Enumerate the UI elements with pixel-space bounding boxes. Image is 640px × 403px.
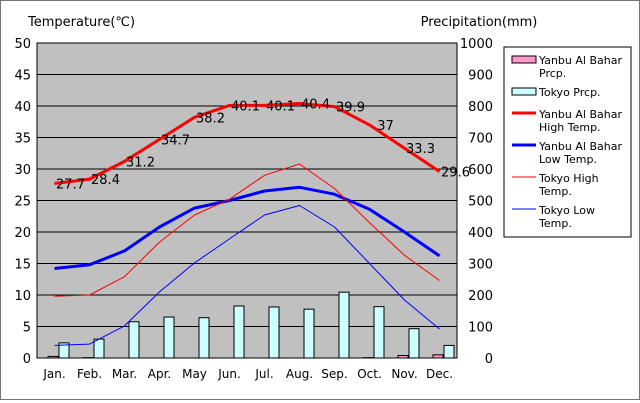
- data-label: 29.6: [441, 166, 470, 181]
- left-tick-label: 15: [14, 258, 31, 273]
- precip-bar: [269, 307, 279, 358]
- x-tick-label: Sep.: [321, 367, 347, 381]
- precip-bar: [374, 307, 384, 358]
- data-label: 37: [377, 119, 394, 134]
- right-tick-label: 800: [468, 100, 493, 115]
- precip-bar: [199, 318, 209, 358]
- left-tick-label: 40: [14, 100, 31, 115]
- precip-bar: [339, 292, 349, 358]
- left-tick-label: 0: [23, 352, 31, 367]
- legend-swatch: [512, 56, 536, 63]
- right-axis-ticks: 0 100 200 300 400 500 600 700 800 900 1000: [460, 37, 493, 367]
- x-tick-label: Nov.: [391, 367, 417, 381]
- precip-bar: [234, 306, 244, 358]
- right-tick-label: 900: [468, 69, 493, 84]
- legend-label: Yanbu Al Bahar: [538, 54, 622, 67]
- legend-label: Tokyo Low: [538, 204, 595, 217]
- data-label: 34.7: [161, 133, 190, 148]
- right-axis-title: Precipitation(mm): [421, 15, 538, 30]
- precip-bar: [444, 345, 454, 358]
- legend-label: Low Temp.: [539, 153, 597, 166]
- precip-bar: [398, 355, 408, 358]
- x-tick-label: May: [182, 367, 207, 381]
- right-tick-label: 0: [485, 352, 493, 367]
- x-tick-label: Oct.: [357, 367, 382, 381]
- data-label: 27.7: [56, 177, 85, 192]
- legend-swatch: [512, 88, 536, 95]
- left-axis-title: Temperature(℃): [27, 15, 135, 30]
- left-tick-label: 30: [14, 163, 31, 178]
- data-label: 38.2: [196, 111, 225, 126]
- left-tick-label: 35: [14, 132, 31, 147]
- data-label: 31.2: [126, 155, 155, 170]
- precip-bar: [94, 339, 104, 358]
- data-label: 28.4: [91, 173, 120, 188]
- left-tick-label: 25: [14, 195, 31, 210]
- left-tick-label: 45: [14, 69, 31, 84]
- left-tick-label: 10: [14, 289, 31, 304]
- data-label: 40.4: [301, 97, 330, 112]
- right-tick-label: 100: [468, 321, 493, 336]
- data-label: 40.1: [266, 99, 295, 114]
- right-tick-label: 400: [468, 226, 493, 241]
- x-tick-label: Dec.: [426, 367, 453, 381]
- legend-label: Prcp.: [539, 67, 566, 80]
- right-tick-label: 200: [468, 289, 493, 304]
- legend-label: Tokyo High: [538, 172, 599, 185]
- legend-label: High Temp.: [539, 121, 601, 134]
- x-tick-label: Jul.: [254, 367, 273, 381]
- left-tick-label: 50: [14, 37, 31, 52]
- legend-label: Temp.: [538, 217, 572, 230]
- legend-label: Yanbu Al Bahar: [538, 108, 622, 121]
- left-tick-label: 20: [14, 226, 31, 241]
- right-tick-label: 700: [468, 132, 493, 147]
- legend-label: Tokyo Prcp.: [538, 86, 601, 99]
- left-tick-label: 5: [23, 321, 31, 336]
- x-tick-label: Mar.: [112, 367, 137, 381]
- x-tick-label: Feb.: [77, 367, 102, 381]
- right-tick-label: 600: [468, 163, 493, 178]
- precip-bar: [164, 317, 174, 358]
- data-label: 33.3: [406, 142, 435, 157]
- precip-bar: [48, 356, 58, 358]
- legend-label: Temp.: [538, 185, 572, 198]
- right-tick-label: 300: [468, 258, 493, 273]
- x-tick-label: Jun.: [217, 367, 241, 381]
- right-tick-label: 500: [468, 195, 493, 210]
- precip-bar: [409, 329, 419, 358]
- left-axis-ticks: 0 5 10 15 20 25 30 35 40 45 50: [14, 37, 31, 367]
- data-label: 40.1: [231, 99, 260, 114]
- precip-bar: [304, 309, 314, 358]
- data-label: 39.9: [336, 101, 365, 116]
- x-axis-ticks: Jan. Feb. Mar. Apr. May Jun. Jul. Aug. Sep. Oct. N…: [42, 367, 453, 381]
- x-tick-label: Apr.: [148, 367, 171, 381]
- x-tick-label: Jan.: [42, 367, 65, 381]
- legend-label: Yanbu Al Bahar: [538, 140, 622, 153]
- x-tick-label: Aug.: [286, 367, 313, 381]
- right-tick-label: 1000: [460, 37, 493, 52]
- precip-bar: [433, 355, 443, 358]
- precip-bar: [129, 322, 139, 358]
